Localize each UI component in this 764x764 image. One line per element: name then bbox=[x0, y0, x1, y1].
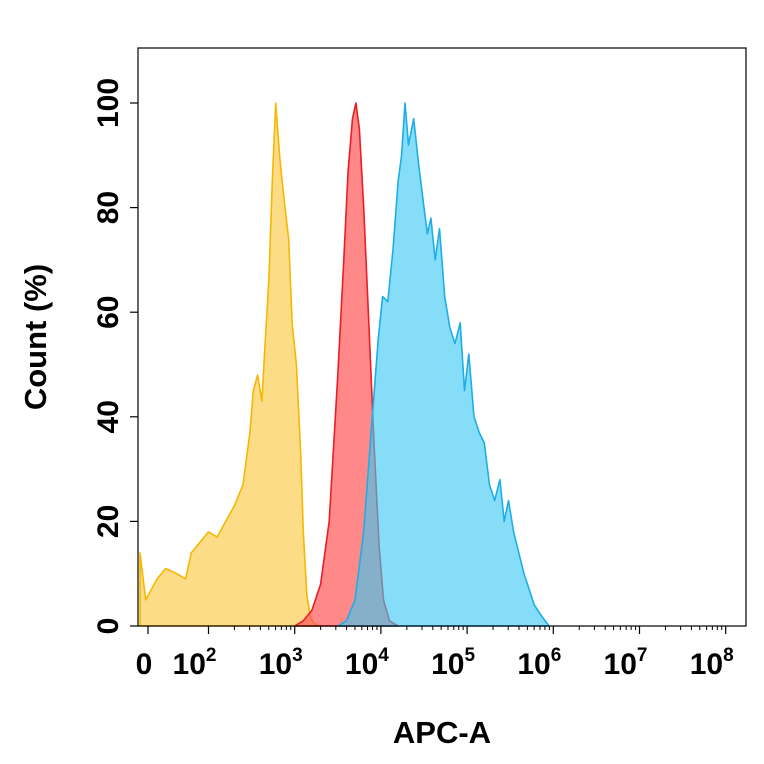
y-axis-title: Count (%) bbox=[18, 264, 53, 410]
histogram-series-3 bbox=[337, 102, 550, 627]
x-tick-label: 105 bbox=[431, 645, 475, 681]
x-tick-label: 102 bbox=[173, 645, 217, 681]
y-tick-label: 40 bbox=[92, 400, 125, 433]
plot-area bbox=[139, 102, 550, 627]
axes: 0 20 40 60 80 100 0 102 103 104 105 106 107 108 bbox=[92, 78, 734, 681]
plot-frame bbox=[137, 47, 747, 627]
x-tick-label: 0 bbox=[136, 648, 153, 681]
x-tick-label: 107 bbox=[604, 645, 648, 681]
x-tick-label: 103 bbox=[259, 645, 303, 681]
y-tick-label: 0 bbox=[92, 618, 125, 635]
y-tick-label: 60 bbox=[92, 296, 125, 329]
y-tick-label: 80 bbox=[92, 191, 125, 224]
y-tick-label: 20 bbox=[92, 505, 125, 538]
x-axis-title: APC-A bbox=[393, 715, 491, 750]
x-tick-label: 108 bbox=[690, 645, 734, 681]
histogram-series-1 bbox=[139, 102, 322, 627]
x-tick-label: 106 bbox=[517, 645, 561, 681]
y-tick-label: 100 bbox=[92, 78, 125, 128]
x-tick-label: 104 bbox=[345, 645, 389, 681]
